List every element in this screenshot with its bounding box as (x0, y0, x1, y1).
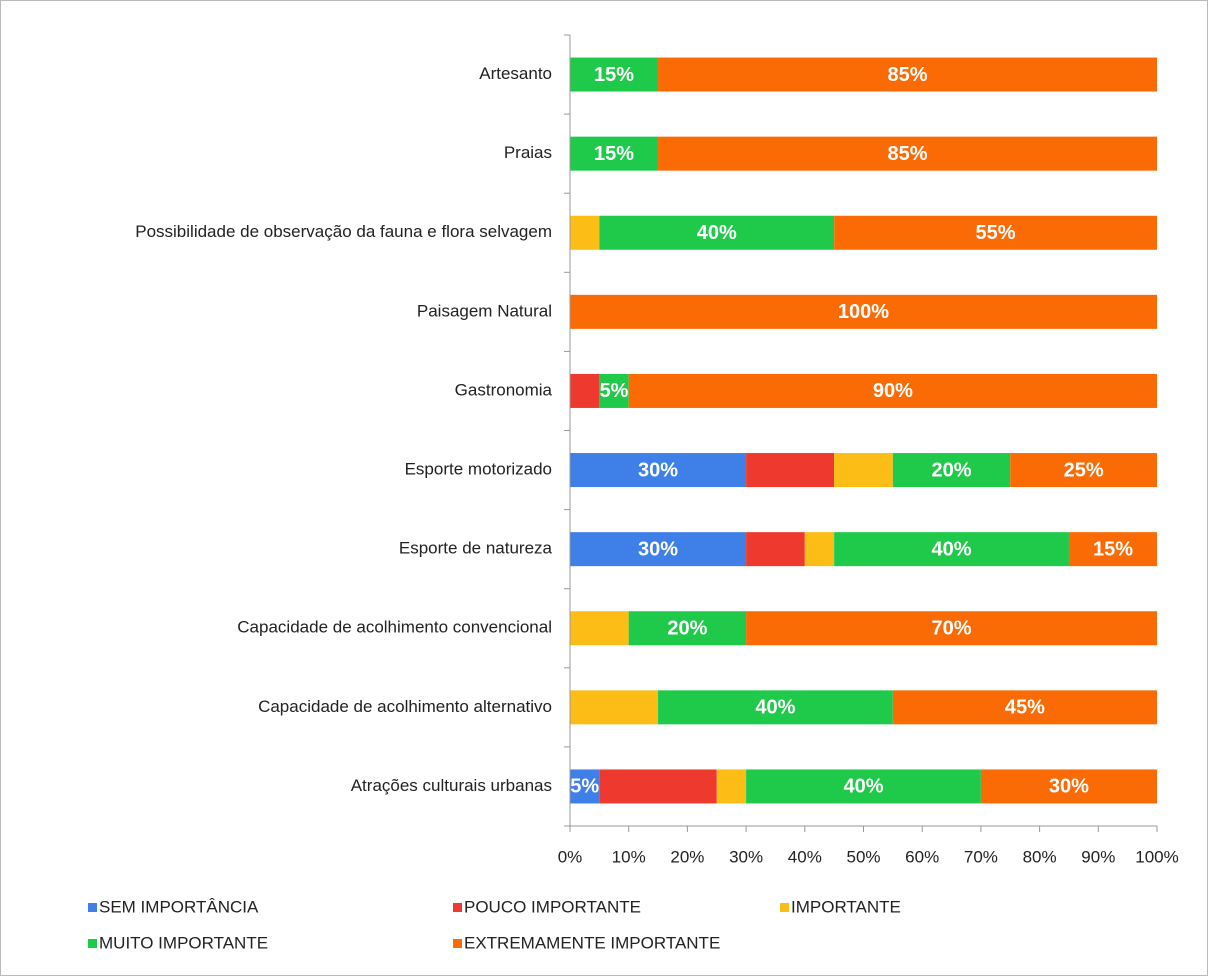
bar-segment (892, 690, 1157, 725)
bar-segment (892, 453, 1011, 488)
bar-segment (804, 532, 835, 567)
bar-segment (599, 215, 835, 250)
bar-segment (834, 215, 1157, 250)
bar-segment (716, 769, 747, 804)
x-tick-label: 0% (558, 847, 583, 866)
category-label: Atrações culturais urbanas (351, 776, 552, 795)
bar-segment (570, 769, 600, 804)
data-label: 55% (976, 222, 1016, 244)
data-label: 40% (932, 538, 972, 560)
bar-segment (746, 769, 981, 804)
legend-label: EXTREMAMENTE IMPORTANTE (464, 933, 720, 952)
data-label: 90% (873, 380, 913, 402)
legend-label: MUITO IMPORTANTE (99, 933, 268, 952)
category-label: Artesanto (479, 64, 552, 83)
bar-segment (599, 373, 629, 408)
data-label: 40% (843, 776, 883, 798)
x-tick-label: 60% (905, 847, 939, 866)
data-label: 70% (932, 618, 972, 640)
data-label: 15% (1093, 538, 1133, 560)
bar-segment (1010, 453, 1157, 488)
data-label: 15% (594, 64, 634, 86)
legend-swatch (88, 939, 97, 948)
bar-segment (570, 453, 747, 488)
category-label: Gastronomia (455, 380, 553, 399)
bar-segment (658, 690, 893, 725)
x-tick-label: 20% (670, 847, 704, 866)
category-label: Capacidade de acolhimento alternativo (258, 697, 552, 716)
data-label: 5% (570, 776, 599, 798)
legend-swatch (88, 903, 97, 912)
data-label: 85% (888, 64, 928, 86)
bar-segment (746, 611, 1157, 646)
data-label: 25% (1064, 459, 1104, 481)
bar-segment (746, 532, 805, 567)
bar-segment (834, 453, 893, 488)
data-label: 40% (697, 222, 737, 244)
legend-label: SEM IMPORTÂNCIA (99, 897, 259, 916)
bar-segment (570, 690, 659, 725)
data-label: 40% (755, 697, 795, 719)
data-label: 100% (838, 301, 889, 323)
bar-segment (570, 215, 600, 250)
data-label: 30% (1049, 776, 1089, 798)
bar-segment (658, 136, 1157, 171)
x-tick-label: 100% (1135, 847, 1178, 866)
bar-segment (570, 532, 747, 567)
category-label: Esporte motorizado (405, 460, 552, 479)
data-label: 5% (600, 380, 629, 402)
data-label: 30% (638, 538, 678, 560)
bar-segment (570, 294, 1157, 329)
data-label: 20% (667, 618, 707, 640)
legend-swatch (453, 939, 462, 948)
x-tick-label: 30% (729, 847, 763, 866)
bar-segment (570, 611, 629, 646)
category-label: Praias (504, 143, 552, 162)
bar-segment (1068, 532, 1157, 567)
bar-segment (570, 373, 600, 408)
data-label: 85% (888, 143, 928, 165)
category-label: Paisagem Natural (417, 301, 552, 320)
bar-segment (834, 532, 1069, 567)
x-tick-label: 80% (1023, 847, 1057, 866)
x-tick-label: 90% (1081, 847, 1115, 866)
x-tick-label: 10% (612, 847, 646, 866)
legend-swatch (780, 903, 789, 912)
data-label: 45% (1005, 697, 1045, 719)
bar-segment (658, 57, 1157, 92)
bar-segment (570, 57, 659, 92)
legend-label: POUCO IMPORTANTE (464, 897, 641, 916)
data-label: 15% (594, 143, 634, 165)
category-label: Esporte de natureza (399, 539, 553, 558)
data-label: 20% (932, 459, 972, 481)
bar-segment (628, 611, 747, 646)
legend-swatch (453, 903, 462, 912)
x-tick-label: 40% (788, 847, 822, 866)
bar-segment (746, 453, 835, 488)
bar-segment (980, 769, 1157, 804)
legend-label: IMPORTANTE (791, 897, 901, 916)
x-tick-label: 70% (964, 847, 998, 866)
bar-segment (628, 373, 1157, 408)
bar-segment (599, 769, 717, 804)
category-label: Possibilidade de observação da fauna e f… (135, 222, 552, 241)
x-tick-label: 50% (846, 847, 880, 866)
data-label: 30% (638, 459, 678, 481)
bar-segment (570, 136, 659, 171)
category-label: Capacidade de acolhimento convencional (237, 618, 552, 637)
